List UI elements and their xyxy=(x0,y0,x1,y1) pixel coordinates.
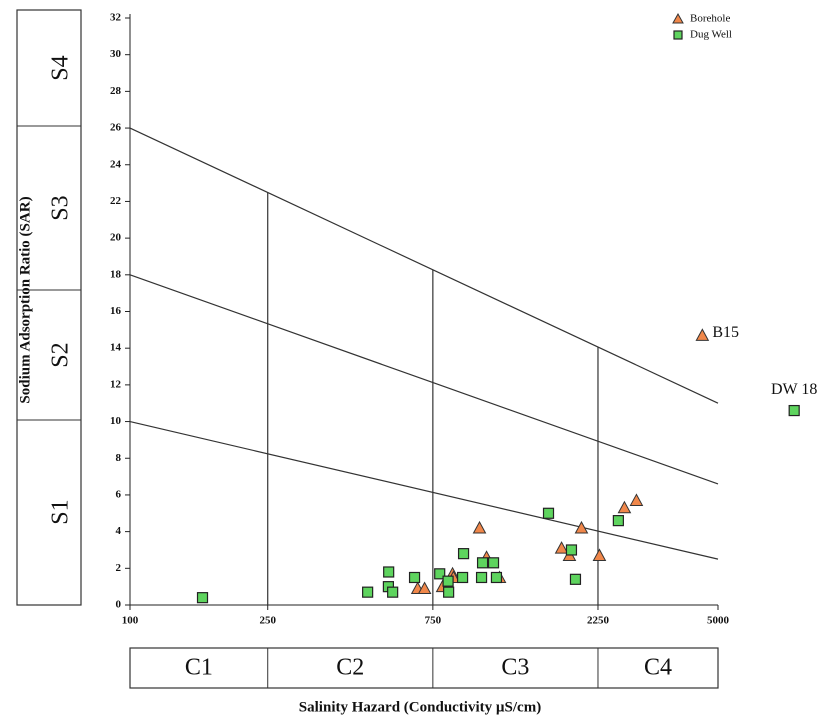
point-label: B15 xyxy=(712,324,739,341)
s-class-label: S4 xyxy=(48,55,74,80)
legend-label: Dug Well xyxy=(690,29,732,41)
y-tick-label: 24 xyxy=(110,158,122,170)
point xyxy=(592,548,607,561)
class-boundary xyxy=(129,127,719,404)
point xyxy=(387,586,399,598)
y-axis-label: Sodium Adsorption Ratio (SAR) xyxy=(17,196,33,403)
point xyxy=(442,575,454,587)
s-class-label: S3 xyxy=(48,195,74,220)
y-tick-label: 10 xyxy=(110,415,122,427)
c-class-label: C4 xyxy=(644,655,672,681)
point xyxy=(457,548,470,560)
c-class-label: C3 xyxy=(501,655,529,681)
class-boundary xyxy=(129,420,719,560)
point xyxy=(383,566,395,578)
point xyxy=(487,557,500,569)
y-tick-label: 28 xyxy=(110,85,122,97)
s-class-frame xyxy=(16,9,82,606)
x-tick-label: 5000 xyxy=(707,615,730,627)
x-axis-label: Salinity Hazard (Conductivity µS/cm) xyxy=(299,699,541,715)
x-tick-label: 2250 xyxy=(587,615,610,627)
y-tick-label: 0 xyxy=(116,599,122,611)
point xyxy=(490,571,503,584)
point xyxy=(574,520,589,534)
point xyxy=(788,404,800,417)
point xyxy=(542,507,555,519)
point xyxy=(408,571,421,584)
point xyxy=(362,586,374,598)
s-class-label: S1 xyxy=(48,499,74,524)
point xyxy=(617,500,632,514)
x-tick-label: 250 xyxy=(259,615,276,627)
x-tick-label: 100 xyxy=(122,615,139,627)
point-label: DW 18 xyxy=(771,381,817,398)
y-tick-label: 32 xyxy=(110,12,122,24)
point xyxy=(434,568,446,580)
y-tick-label: 26 xyxy=(110,122,122,134)
y-tick-label: 14 xyxy=(110,342,122,354)
point xyxy=(476,557,489,569)
y-tick-label: 2 xyxy=(116,562,122,574)
point xyxy=(569,573,582,585)
point xyxy=(554,541,569,554)
c-class-frame xyxy=(129,647,719,689)
y-tick-label: 30 xyxy=(110,48,122,60)
s-class-label: S2 xyxy=(48,342,74,367)
y-tick-label: 16 xyxy=(110,305,122,317)
legend-marker xyxy=(673,30,683,40)
point xyxy=(456,571,469,584)
legend-label: Borehole xyxy=(690,13,730,25)
y-tick-label: 22 xyxy=(110,195,122,207)
y-tick-label: 4 xyxy=(116,525,122,537)
y-tick-label: 20 xyxy=(110,232,122,244)
y-tick-label: 6 xyxy=(116,488,122,500)
y-tick-label: 12 xyxy=(110,378,122,390)
x-tick-label: 750 xyxy=(425,615,442,627)
legend-marker xyxy=(672,12,684,24)
class-boundary xyxy=(129,274,719,485)
c-class-label: C1 xyxy=(185,655,213,681)
point xyxy=(417,581,432,594)
y-tick-label: 8 xyxy=(116,452,122,464)
point xyxy=(196,592,209,604)
point xyxy=(443,586,455,598)
c-class-label: C2 xyxy=(336,655,364,681)
point xyxy=(472,520,487,534)
point xyxy=(629,493,644,506)
point xyxy=(612,515,624,527)
y-tick-label: 18 xyxy=(110,268,122,280)
point xyxy=(565,544,578,556)
point xyxy=(695,328,710,341)
point xyxy=(475,571,488,584)
